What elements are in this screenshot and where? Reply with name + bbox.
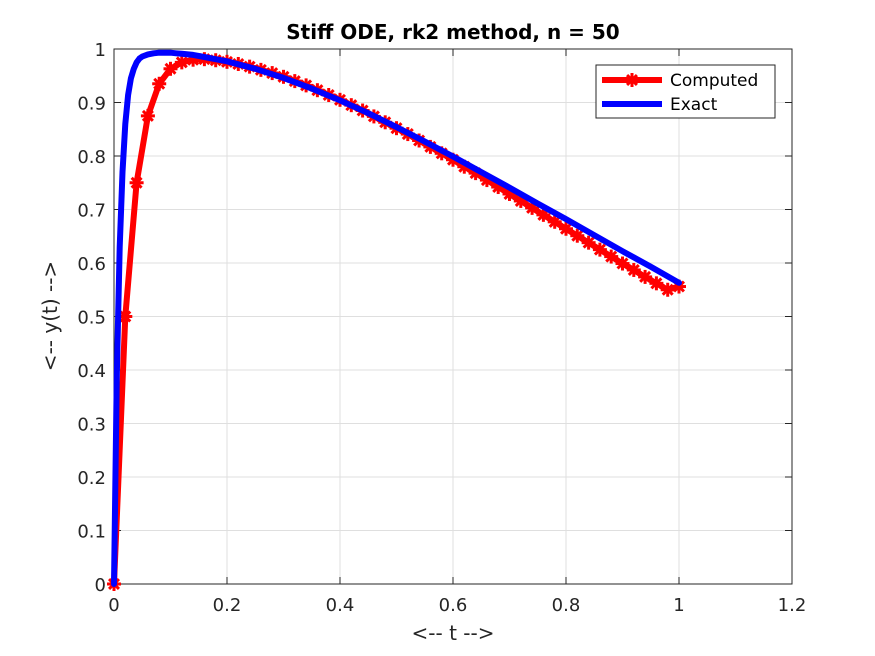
x-tick-label: 1.2 [778,595,807,616]
x-tick-label: 0.8 [552,595,581,616]
computed-point [626,262,641,277]
y-tick-label: 0.1 [77,522,106,543]
computed-point [559,221,573,236]
computed-point [615,256,630,271]
computed-point [570,228,585,243]
exact-line [111,49,682,587]
legend: Computed Exact [595,64,776,119]
y-tick-label: 0.7 [77,201,106,222]
series-layer [107,49,686,591]
computed-point [649,276,664,291]
legend-computed-marker [625,73,639,87]
computed-point [581,235,596,250]
y-tick-label: 0 [95,575,106,596]
x-tick-label: 0.4 [326,595,355,616]
computed-point [152,76,167,91]
y-axis-label: <-- y(t) --> [38,261,62,371]
computed-point [592,242,607,257]
legend-box [595,64,776,119]
computed-point [163,61,178,76]
y-tick-label: 0.4 [77,361,106,382]
chart-title: Stiff ODE, rk2 method, n = 50 [286,20,619,44]
computed-point [604,249,619,264]
computed-point [140,108,155,123]
y-tick-label: 0.2 [77,468,106,489]
y-tick-label: 1 [95,40,106,61]
y-tick-label: 0.3 [77,415,106,436]
legend-exact-label: Exact [670,95,718,115]
computed-point [638,269,653,284]
legend-computed-label: Computed [670,71,758,91]
computed-point [660,282,675,297]
y-tick-label: 0.9 [77,94,106,115]
x-tick-label: 0.6 [439,595,468,616]
x-tick-label: 1 [673,595,684,616]
x-tick-label: 0.2 [213,595,242,616]
computed-point [625,73,639,87]
y-tick-label: 0.6 [77,254,106,275]
computed-point [547,214,562,229]
y-tick-label: 0.8 [77,147,106,168]
x-axis-label: <-- t --> [412,621,495,645]
computed-point [129,175,144,190]
computed-point [174,55,189,70]
y-tick-label: 0.5 [77,308,106,329]
x-tick-label: 0 [108,595,119,616]
